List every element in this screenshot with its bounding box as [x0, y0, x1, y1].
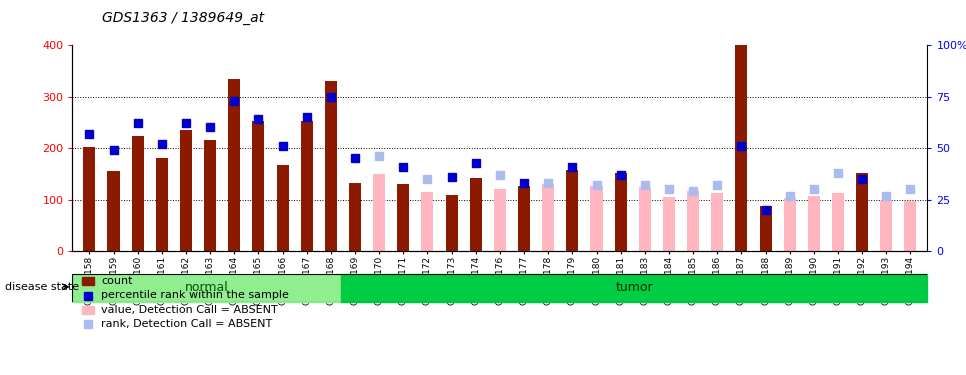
Bar [735, 45, 748, 251]
Bar [180, 130, 192, 251]
Bar [373, 174, 385, 251]
Text: count: count [101, 276, 133, 286]
Bar [469, 177, 482, 251]
Bar [131, 136, 144, 251]
Bar [808, 196, 820, 251]
Text: value, Detection Call = ABSENT: value, Detection Call = ABSENT [101, 305, 278, 315]
Text: disease state: disease state [5, 282, 79, 292]
Bar [72, 274, 341, 302]
Bar [276, 165, 289, 251]
Bar [590, 186, 603, 251]
Bar [107, 171, 120, 251]
Bar [639, 187, 651, 251]
Bar [397, 184, 410, 251]
Bar [252, 121, 265, 251]
Bar [832, 193, 844, 251]
Bar [687, 191, 699, 251]
Text: rank, Detection Call = ABSENT: rank, Detection Call = ABSENT [101, 319, 272, 329]
Bar [349, 183, 361, 251]
Text: GDS1363 / 1389649_at: GDS1363 / 1389649_at [102, 11, 265, 25]
Bar [904, 201, 917, 251]
Bar [82, 306, 94, 314]
Bar [341, 274, 927, 302]
Bar [614, 173, 627, 251]
Bar [566, 170, 579, 251]
Bar [783, 198, 796, 251]
Bar [83, 147, 96, 251]
Text: percentile rank within the sample: percentile rank within the sample [101, 291, 289, 300]
Bar [82, 277, 94, 285]
Bar [421, 192, 434, 251]
Bar [228, 78, 241, 251]
Bar [880, 201, 893, 251]
Bar [325, 81, 337, 251]
Bar [856, 173, 868, 251]
Text: tumor: tumor [615, 281, 653, 294]
Bar [494, 189, 506, 251]
Bar [445, 195, 458, 251]
Bar [542, 184, 554, 251]
Bar [156, 158, 168, 251]
Bar [204, 140, 216, 251]
Text: normal: normal [185, 281, 229, 294]
Bar [759, 206, 772, 251]
Bar [663, 196, 675, 251]
Bar [518, 186, 530, 251]
Bar [300, 121, 313, 251]
Bar [711, 193, 724, 251]
